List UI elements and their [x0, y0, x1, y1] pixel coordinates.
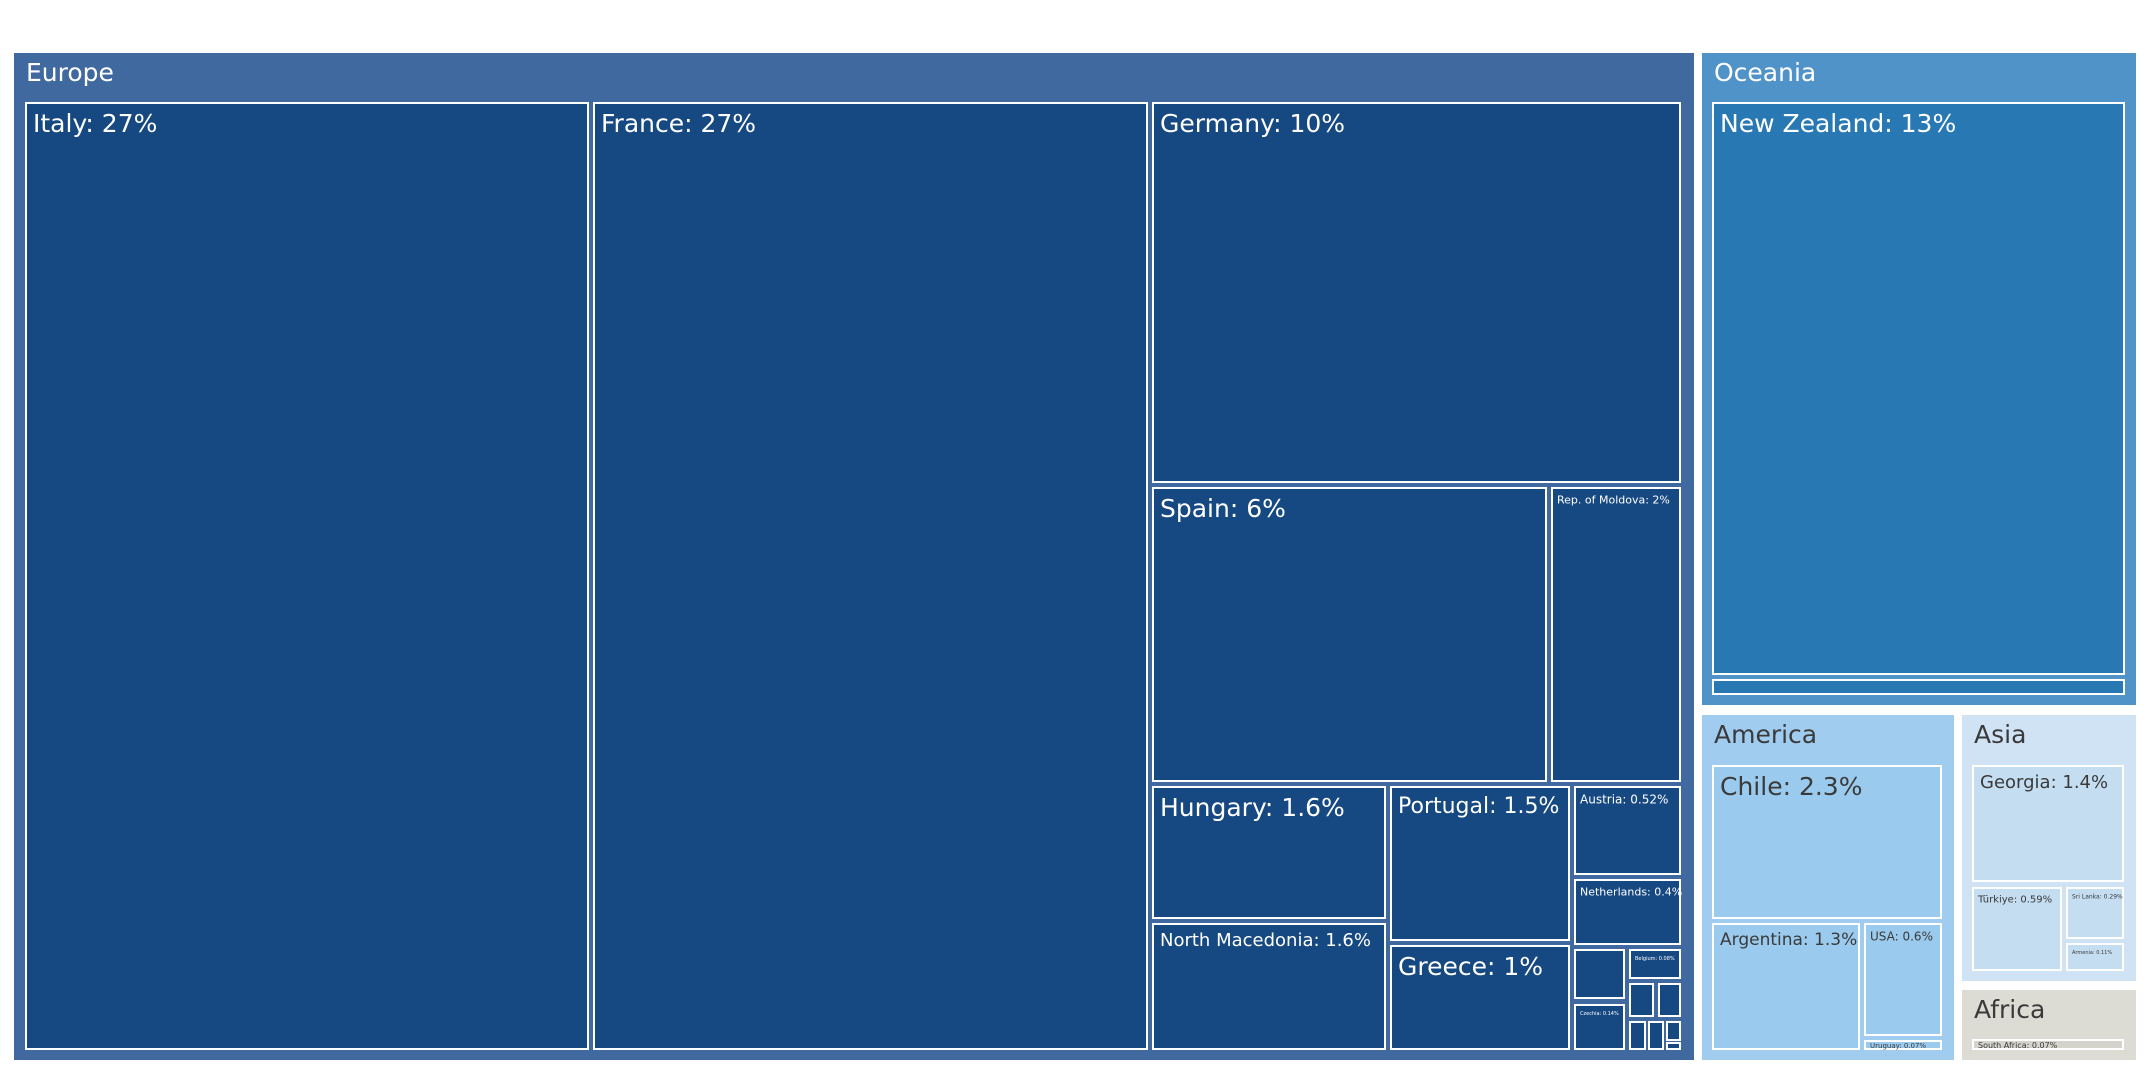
tile-uruguay[interactable]: [1864, 1040, 1942, 1050]
tile-label-rep-of-moldova: Rep. of Moldova: 2%: [1557, 493, 1670, 506]
tile-t-rkiye[interactable]: [1972, 887, 2062, 971]
tile-europe-other-11[interactable]: [1574, 949, 1625, 999]
tile-label-greece: Greece: 1%: [1398, 952, 1543, 981]
group-asia: Asia Georgia: 1.4% Türkiye: 0.59% Sri Lanka…: [1962, 715, 2136, 981]
tile-label-south-africa: South Africa: 0.07%: [1978, 1041, 2058, 1050]
tile-belgium[interactable]: [1629, 949, 1681, 979]
tile-label-italy: Italy: 27%: [33, 109, 157, 138]
tile-label-argentina: Argentina: 1.3%: [1720, 930, 1857, 950]
tile-label-austria: Austria: 0.52%: [1580, 792, 1668, 806]
tile-label-chile: Chile: 2.3%: [1720, 772, 1862, 801]
tile-greece[interactable]: [1390, 945, 1570, 1050]
tile-label-georgia: Georgia: 1.4%: [1980, 772, 2108, 793]
group-label-asia: Asia: [1974, 720, 2026, 749]
tile-label-north-macedonia: North Macedonia: 1.6%: [1160, 930, 1371, 951]
group-label-europe: Europe: [26, 58, 114, 87]
tile-spain[interactable]: [1152, 487, 1547, 782]
tile-label-uruguay: Uruguay: 0.07%: [1870, 1042, 1926, 1050]
tile-oceania-other-1[interactable]: [1712, 679, 2125, 695]
group-africa: Africa South Africa: 0.07%: [1962, 990, 2136, 1060]
tile-label-sri-lanka: Sri Lanka: 0.29%: [2072, 894, 2123, 901]
tile-netherlands[interactable]: [1574, 879, 1681, 945]
tile-europe-other-17[interactable]: [1648, 1021, 1664, 1050]
tile-label-netherlands: Netherlands: 0.4%: [1580, 885, 1682, 898]
tile-new-zealand[interactable]: [1712, 102, 2125, 675]
tile-argentina[interactable]: [1712, 923, 1860, 1050]
tile-europe-other-16[interactable]: [1629, 1021, 1646, 1050]
tile-label-spain: Spain: 6%: [1160, 494, 1286, 523]
group-europe: Europe Italy: 27% France: 27% Germany: 10% S…: [14, 53, 1694, 1060]
group-label-africa: Africa: [1974, 995, 2045, 1024]
tile-hungary[interactable]: [1152, 786, 1386, 919]
tile-south-africa[interactable]: [1972, 1039, 2124, 1050]
tile-north-macedonia[interactable]: [1152, 923, 1386, 1050]
group-america: America Chile: 2.3% Argentina: 1.3% USA: 0.…: [1702, 715, 1954, 1060]
group-oceania: Oceania New Zealand: 13%: [1702, 53, 2136, 705]
tile-europe-other-19[interactable]: [1666, 1042, 1681, 1050]
tile-portugal[interactable]: [1390, 786, 1570, 941]
tile-chile[interactable]: [1712, 765, 1942, 919]
tile-label-armenia: Armenia: 0.11%: [2072, 950, 2112, 956]
tile-label-usa: USA: 0.6%: [1870, 929, 1933, 943]
group-label-america: America: [1714, 720, 1817, 749]
tile-austria[interactable]: [1574, 786, 1681, 875]
tile-italy[interactable]: [25, 102, 589, 1050]
tile-georgia[interactable]: [1972, 765, 2124, 882]
tile-czechia[interactable]: [1574, 1004, 1625, 1050]
tile-usa[interactable]: [1864, 923, 1942, 1036]
tile-france[interactable]: [593, 102, 1148, 1050]
tile-rep-of-moldova[interactable]: [1551, 487, 1681, 782]
tile-label-france: France: 27%: [601, 109, 756, 138]
tile-sri-lanka[interactable]: [2066, 887, 2124, 939]
group-label-oceania: Oceania: [1714, 58, 1816, 87]
tile-europe-other-14[interactable]: [1629, 983, 1654, 1017]
tile-label-belgium: Belgium: 0.08%: [1635, 956, 1675, 962]
tile-label-portugal: Portugal: 1.5%: [1398, 794, 1559, 819]
tile-label-hungary: Hungary: 1.6%: [1160, 793, 1345, 822]
tile-europe-other-15[interactable]: [1658, 983, 1681, 1017]
tile-label-germany: Germany: 10%: [1160, 109, 1345, 138]
tile-label-czechia: Czechia: 0.14%: [1580, 1011, 1619, 1017]
tile-armenia[interactable]: [2066, 943, 2124, 971]
tile-label-new-zealand: New Zealand: 13%: [1720, 109, 1956, 138]
tile-germany[interactable]: [1152, 102, 1681, 483]
tile-europe-other-18[interactable]: [1666, 1021, 1681, 1041]
tile-label-t-rkiye: Türkiye: 0.59%: [1977, 895, 2052, 906]
